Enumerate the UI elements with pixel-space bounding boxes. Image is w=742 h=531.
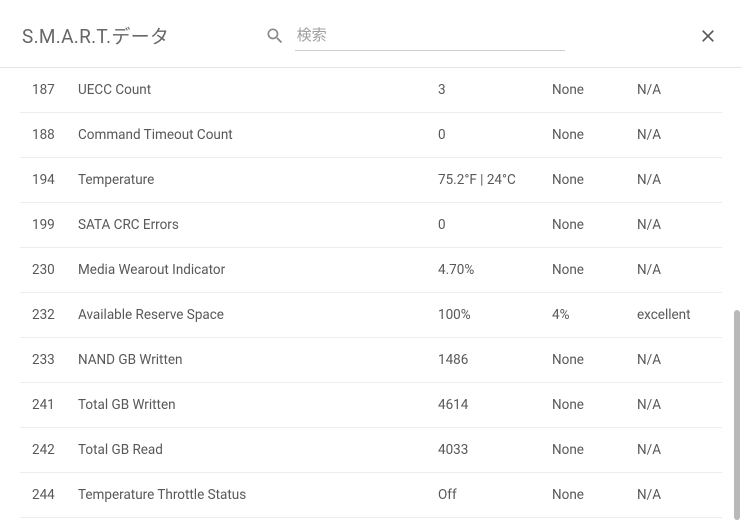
cell-value: 100% [438, 307, 552, 323]
cell-threshold: None [552, 217, 637, 233]
cell-threshold: None [552, 397, 637, 413]
cell-status: N/A [637, 217, 722, 233]
table-row: 232Available Reserve Space100%4%excellen… [20, 293, 722, 338]
cell-value: Off [438, 487, 552, 503]
cell-id: 188 [20, 127, 78, 143]
cell-threshold: None [552, 127, 637, 143]
cell-status: N/A [637, 262, 722, 278]
cell-status: N/A [637, 397, 722, 413]
cell-attribute: SATA CRC Errors [78, 217, 438, 233]
cell-id: 242 [20, 442, 78, 458]
cell-id: 233 [20, 352, 78, 368]
cell-threshold: None [552, 487, 637, 503]
cell-threshold: None [552, 172, 637, 188]
cell-id: 244 [20, 487, 78, 503]
cell-status: excellent [637, 307, 722, 323]
table-row: 233NAND GB Written1486NoneN/A [20, 338, 722, 383]
cell-id: 187 [20, 82, 78, 98]
cell-value: 0 [438, 217, 552, 233]
cell-threshold: 4% [552, 307, 637, 323]
cell-value: 4614 [438, 397, 552, 413]
cell-attribute: Total GB Read [78, 442, 438, 458]
cell-id: 230 [20, 262, 78, 278]
cell-value: 4033 [438, 442, 552, 458]
cell-value: 4.70% [438, 262, 552, 278]
cell-threshold: None [552, 442, 637, 458]
cell-attribute: Temperature [78, 172, 438, 188]
search-input[interactable] [295, 21, 565, 51]
search-container [265, 21, 565, 51]
table-row: 194Temperature75.2°F | 24°CNoneN/A [20, 158, 722, 203]
cell-attribute: NAND GB Written [78, 352, 438, 368]
cell-status: N/A [637, 352, 722, 368]
cell-status: N/A [637, 172, 722, 188]
cell-attribute: Total GB Written [78, 397, 438, 413]
table-row: 188Command Timeout Count0NoneN/A [20, 113, 722, 158]
cell-threshold: None [552, 352, 637, 368]
cell-value: 75.2°F | 24°C [438, 172, 552, 188]
table-row: 230Media Wearout Indicator4.70%NoneN/A [20, 248, 722, 293]
table-row: 187UECC Count3NoneN/A [20, 68, 722, 113]
cell-id: 199 [20, 217, 78, 233]
dialog-header: S.M.A.R.T.データ [0, 0, 742, 68]
search-icon [265, 26, 285, 46]
cell-id: 232 [20, 307, 78, 323]
cell-attribute: Command Timeout Count [78, 127, 438, 143]
cell-status: N/A [637, 442, 722, 458]
cell-threshold: None [552, 262, 637, 278]
table-row: 199SATA CRC Errors0NoneN/A [20, 203, 722, 248]
cell-status: N/A [637, 127, 722, 143]
scrollbar-thumb[interactable] [734, 310, 740, 520]
cell-status: N/A [637, 487, 722, 503]
cell-status: N/A [637, 82, 722, 98]
table-row: 244Temperature Throttle StatusOffNoneN/A [20, 473, 722, 518]
cell-attribute: Media Wearout Indicator [78, 262, 438, 278]
cell-id: 241 [20, 397, 78, 413]
close-button[interactable] [698, 26, 718, 46]
cell-id: 194 [20, 172, 78, 188]
cell-attribute: UECC Count [78, 82, 438, 98]
cell-value: 0 [438, 127, 552, 143]
cell-attribute: Available Reserve Space [78, 307, 438, 323]
page-title: S.M.A.R.T.データ [22, 22, 169, 49]
table-row: 241Total GB Written4614NoneN/A [20, 383, 722, 428]
cell-attribute: Temperature Throttle Status [78, 487, 438, 503]
cell-threshold: None [552, 82, 637, 98]
cell-value: 1486 [438, 352, 552, 368]
table-row: 242Total GB Read4033NoneN/A [20, 428, 722, 473]
cell-value: 3 [438, 82, 552, 98]
smart-table[interactable]: 187UECC Count3NoneN/A188Command Timeout … [0, 68, 742, 531]
